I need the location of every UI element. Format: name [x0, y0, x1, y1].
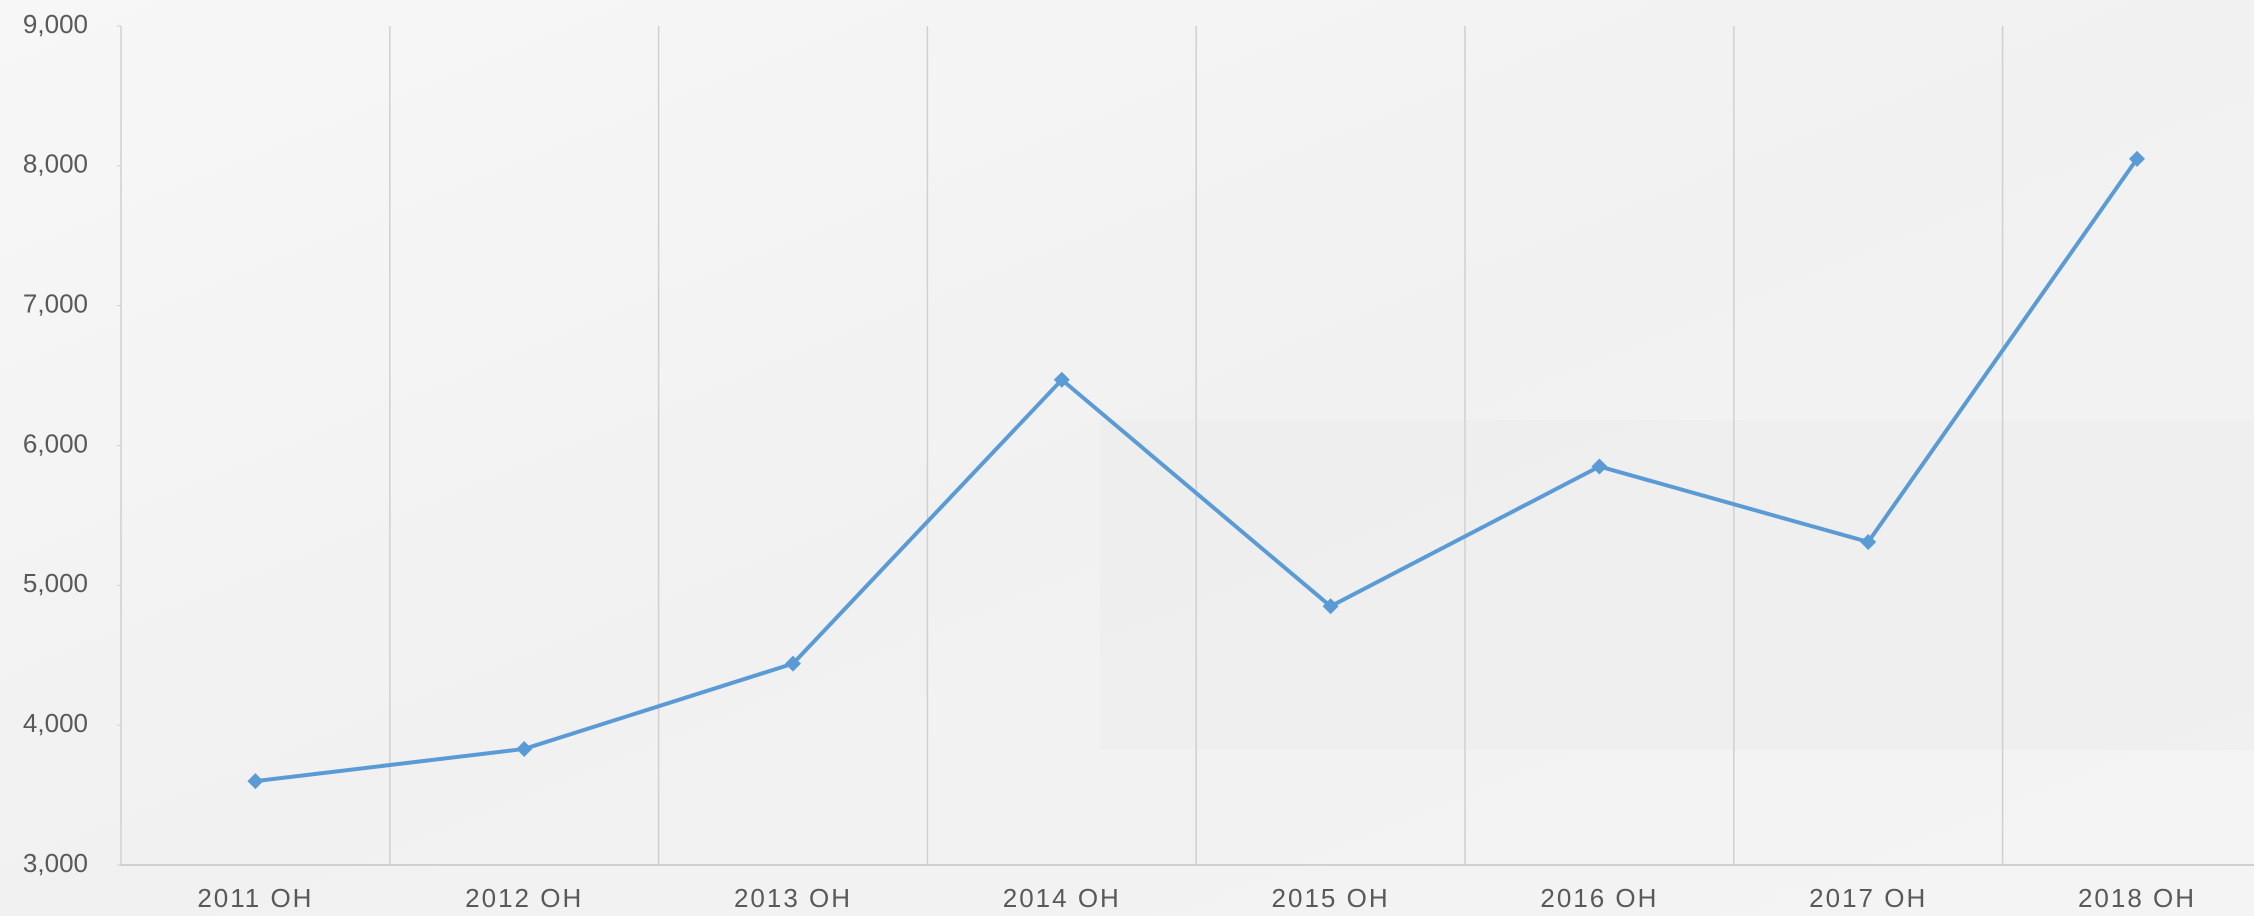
- y-tick-label: 3,000: [23, 848, 88, 878]
- x-tick-label: 2011 OH: [197, 883, 313, 913]
- chart: 3,000 4,000 5,000 6,000 7,000 8,000 9,000 2011 …: [0, 0, 2254, 916]
- y-tick-label: 5,000: [23, 568, 88, 598]
- y-tick-label: 6,000: [23, 428, 88, 458]
- x-tick-label: 2015 OH: [1272, 883, 1390, 913]
- y-tick-label: 8,000: [23, 149, 88, 179]
- y-tick-label: 4,000: [23, 708, 88, 738]
- x-tick-label: 2012 OH: [465, 883, 583, 913]
- background-shelf: [1100, 420, 2254, 750]
- x-tick-label: 2016 OH: [1540, 883, 1658, 913]
- x-tick-label: 2013 OH: [734, 883, 852, 913]
- x-tick-label: 2017 OH: [1809, 883, 1927, 913]
- x-tick-label: 2018 OH: [2078, 883, 2196, 913]
- page: {"chart_data": {"type": "line", "categor…: [0, 0, 2254, 916]
- x-tick-label: 2014 OH: [1003, 883, 1121, 913]
- y-tick-label: 9,000: [23, 9, 88, 39]
- y-tick-label: 7,000: [23, 289, 88, 319]
